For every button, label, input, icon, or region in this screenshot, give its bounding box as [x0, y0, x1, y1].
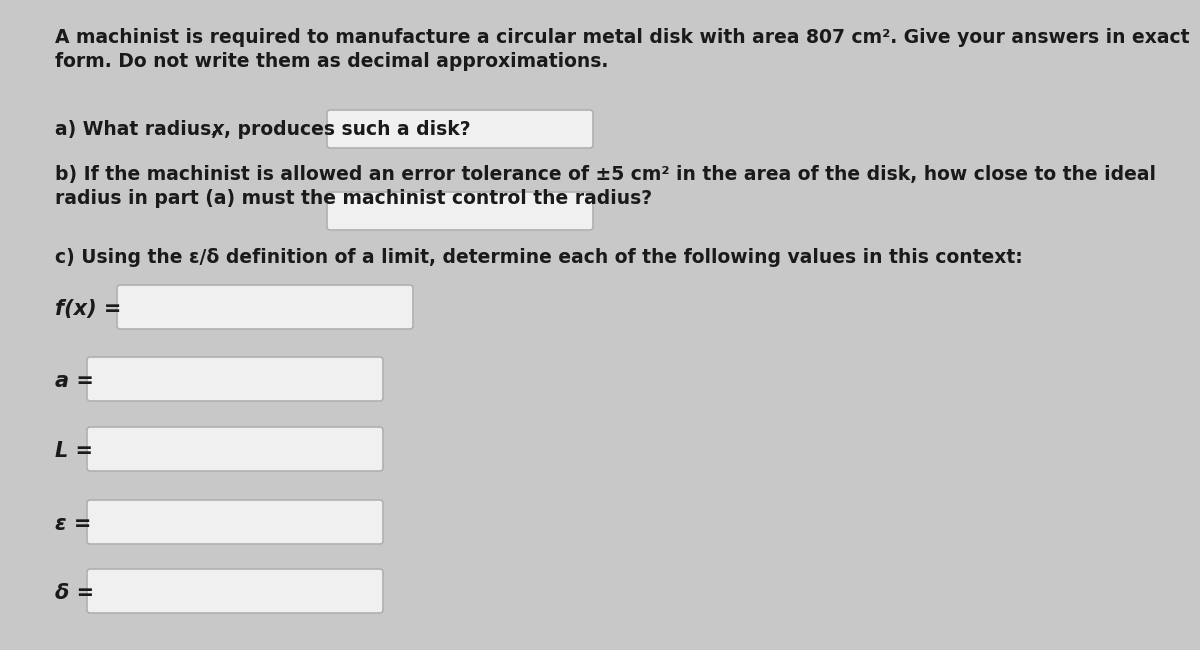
Text: f(x) =: f(x) =	[55, 299, 121, 319]
Text: , produces such a disk?: , produces such a disk?	[224, 120, 470, 139]
Text: c) Using the ε/δ definition of a limit, determine each of the following values i: c) Using the ε/δ definition of a limit, …	[55, 248, 1022, 267]
Text: ε =: ε =	[55, 514, 91, 534]
Text: x: x	[212, 120, 224, 139]
Text: a =: a =	[55, 371, 94, 391]
FancyBboxPatch shape	[118, 285, 413, 329]
FancyBboxPatch shape	[326, 110, 593, 148]
FancyBboxPatch shape	[88, 357, 383, 401]
FancyBboxPatch shape	[326, 192, 593, 230]
FancyBboxPatch shape	[88, 569, 383, 613]
Text: A machinist is required to manufacture a circular metal disk with area 807 cm². : A machinist is required to manufacture a…	[55, 28, 1189, 47]
Text: L =: L =	[55, 441, 94, 461]
Text: a) What radius,: a) What radius,	[55, 120, 224, 139]
Text: radius in part (a) must the machinist control the radius?: radius in part (a) must the machinist co…	[55, 189, 652, 208]
FancyBboxPatch shape	[88, 500, 383, 544]
Text: form. Do not write them as decimal approximations.: form. Do not write them as decimal appro…	[55, 52, 608, 71]
Text: b) If the machinist is allowed an error tolerance of ±5 cm² in the area of the d: b) If the machinist is allowed an error …	[55, 165, 1156, 184]
Text: δ =: δ =	[55, 583, 94, 603]
FancyBboxPatch shape	[88, 427, 383, 471]
